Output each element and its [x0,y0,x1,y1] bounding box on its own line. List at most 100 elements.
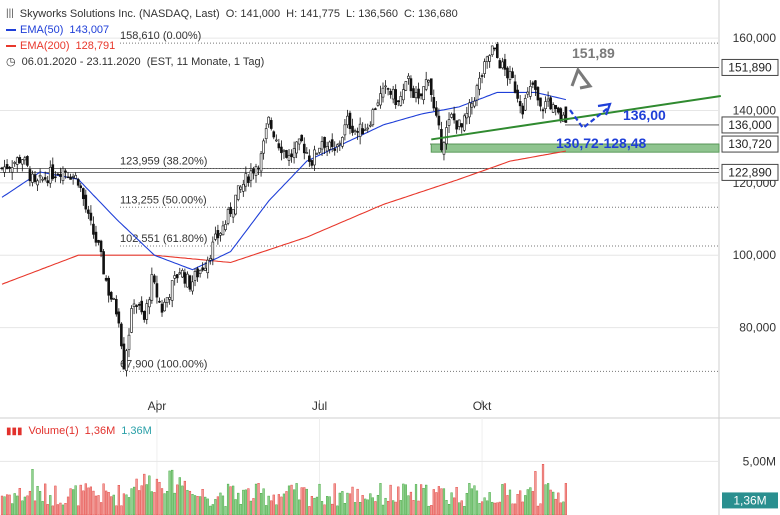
candle [112,297,116,300]
candle [363,123,367,132]
candle [74,172,77,180]
candle [391,85,395,104]
volume-bar [275,504,278,515]
candle [457,119,461,131]
volume-bar [412,500,415,515]
volume-bar [427,505,430,515]
candle [358,117,362,145]
volume-bar [524,495,527,515]
candle [376,99,380,107]
candle-body [402,89,405,101]
volume-bar [521,501,524,515]
candle [318,147,321,155]
volume-bar [544,484,547,515]
candle-body [41,178,44,181]
volume-bar [155,478,159,515]
volume-bar [361,495,364,515]
volume-bar [234,499,237,515]
candle [473,97,476,109]
candle [399,91,403,107]
candle [343,118,347,141]
candle [465,106,469,125]
volume-bar [206,498,209,515]
volume-bar [257,483,260,515]
candle [437,108,441,130]
candle-body [36,180,39,186]
candle-body [437,115,441,126]
volume-bar [394,501,397,515]
volume-bar [66,496,70,515]
candle [242,179,245,197]
candle [43,171,47,182]
candle [102,248,105,275]
volume-bar [493,502,496,515]
candle [10,160,14,180]
candle-body [142,311,146,320]
candle-body [31,173,34,183]
ema200-swatch [6,45,16,47]
candle [115,295,118,317]
volume-bar [417,500,420,515]
candle [221,220,225,236]
candle-body [318,147,321,153]
volume-bar [547,483,550,515]
candle-body [155,283,159,298]
candle-body [452,113,456,121]
volume-bar [5,494,9,515]
candle-body [534,80,537,90]
volume-bar [318,483,321,515]
candle-body [315,152,319,155]
candle-body [201,267,204,271]
ema50-value: 143,007 [69,24,110,36]
candle-body [97,240,100,243]
volume-last-box [722,492,778,509]
volume-last-label: 1,36M [733,493,766,507]
candle [140,296,143,315]
volume-bar [280,496,283,515]
candle-body [3,166,6,173]
candle [137,302,141,310]
price-axis: 160,000140,000120,000100,00080,000151,89… [721,31,779,335]
volume-bar [323,504,326,515]
candle-body [526,91,530,95]
volume-bar [82,490,85,515]
x-tick-label: Okt [473,399,492,413]
candle-body [417,88,420,99]
candle [480,73,484,84]
high-value: H: 141,775 [286,8,340,20]
candle-body [203,267,207,271]
volume-bar [341,491,344,515]
candle [521,103,525,119]
candle-body [412,88,415,98]
candle [374,107,377,110]
candle-body [407,75,410,79]
candle-body [521,105,525,115]
volume-bar [407,495,410,515]
candle [302,137,306,160]
candle [483,58,486,78]
volume-bar [188,490,192,515]
candle [508,65,512,84]
volume-bar [369,493,372,515]
volume-bar [31,469,34,515]
volume-value-teal: 1,36M [121,425,152,437]
volume-bar [506,495,509,515]
candle [447,112,451,134]
candle-body [231,209,235,218]
candle [135,304,138,314]
candle [455,120,458,134]
fib-level-label: 158,610 (0.00%) [120,30,201,42]
candle [490,45,494,57]
forecast-path [569,107,609,130]
candle-body [531,82,535,85]
candle-body [562,114,565,122]
candle-body [59,174,62,177]
candle [450,112,453,119]
candle-body [478,77,481,90]
candle-body [518,101,522,107]
candle-body [440,129,443,151]
candle-body [348,112,352,129]
candle [546,91,550,107]
candle [109,290,113,303]
